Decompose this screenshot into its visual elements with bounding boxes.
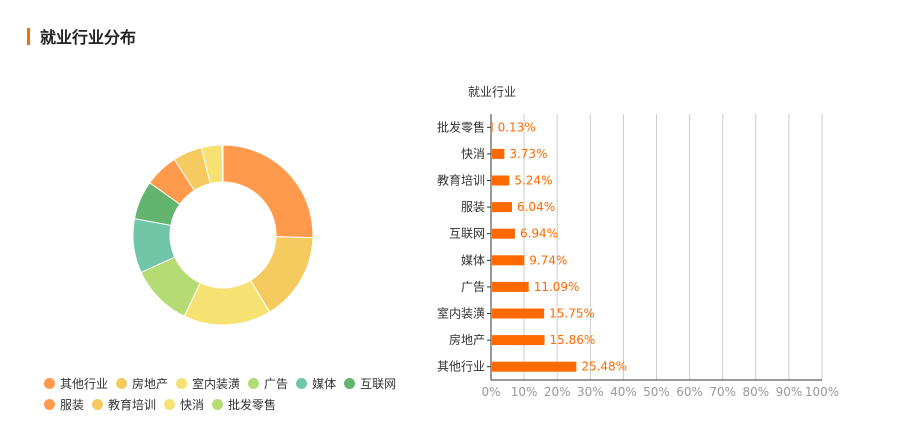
bar-3[interactable] (492, 175, 510, 186)
section-title: 就业行业分布 (40, 28, 137, 47)
category-label: 其他行业 (437, 360, 485, 374)
bar-1[interactable] (492, 122, 493, 133)
category-label: 快消 (461, 147, 485, 161)
x-tick-label: 70% (709, 385, 736, 399)
legend-swatch (248, 378, 260, 389)
legend-swatch (92, 399, 104, 410)
legend-swatch (116, 378, 128, 389)
x-tick-label: 10% (511, 385, 538, 399)
legend-swatch (176, 378, 188, 389)
bar-9[interactable] (492, 335, 545, 346)
legend-item[interactable]: 批发零售 (212, 396, 276, 413)
legend-swatch (164, 399, 176, 410)
legend-item[interactable]: 服装 (44, 396, 84, 413)
legend-swatch (212, 399, 224, 410)
x-tick-label: 30% (577, 385, 604, 399)
accent-bar (27, 27, 30, 45)
donut-slice-1[interactable] (222, 144, 314, 239)
legend-label: 快消 (180, 398, 205, 412)
category-label: 互联网 (449, 227, 485, 241)
value-label: 9.74% (529, 253, 567, 267)
bar-7[interactable] (492, 281, 529, 292)
bar-8[interactable] (492, 308, 545, 319)
legend-item[interactable]: 教育培训 (92, 396, 156, 413)
donut-slice-10[interactable] (221, 144, 224, 183)
bar-4[interactable] (492, 202, 512, 213)
value-label: 6.04% (517, 200, 555, 214)
x-tick-label: 60% (676, 385, 703, 399)
value-label: 3.73% (509, 147, 547, 161)
legend-swatch (296, 378, 308, 389)
donut-chart (132, 144, 314, 326)
legend-label: 室内装潢 (192, 377, 241, 391)
x-tick-label: 50% (643, 385, 670, 399)
bar-10[interactable] (492, 361, 577, 372)
value-label: 25.48% (581, 360, 627, 374)
legend-swatch (44, 378, 55, 389)
x-tick-label: 20% (544, 385, 571, 399)
category-label: 媒体 (461, 253, 485, 267)
category-label: 教育培训 (437, 173, 485, 188)
legend-row: 服装 教育培训 快消 批发零售 (44, 394, 404, 415)
x-tick-label: 0% (481, 385, 500, 399)
legend-label: 媒体 (312, 377, 337, 391)
x-tick-label: 90% (776, 385, 803, 399)
category-label: 室内装潢 (437, 306, 485, 321)
legend-label: 教育培训 (108, 398, 157, 412)
bar-5[interactable] (492, 228, 515, 239)
legend-label: 其他行业 (60, 377, 109, 391)
value-label: 6.94% (520, 227, 558, 241)
category-label: 房地产 (449, 332, 485, 347)
legend-item[interactable]: 广告 (248, 375, 288, 392)
bar-2[interactable] (492, 148, 505, 159)
value-label: 15.86% (549, 333, 595, 347)
legend-swatch (344, 378, 356, 389)
legend-label: 批发零售 (228, 398, 277, 412)
legend-label: 广告 (264, 377, 289, 391)
bar-6[interactable] (492, 255, 525, 266)
category-label: 服装 (461, 200, 485, 214)
value-label: 0.13% (498, 120, 536, 134)
legend-swatch (44, 399, 55, 410)
legend-item[interactable]: 房地产 (116, 375, 168, 392)
legend-item[interactable]: 其他行业 (44, 375, 108, 392)
category-label: 广告 (461, 280, 485, 294)
x-tick-label: 80% (742, 385, 769, 399)
legend-item[interactable]: 室内装潢 (176, 375, 240, 392)
legend-label: 房地产 (132, 377, 169, 391)
legend-label: 服装 (60, 398, 85, 412)
legend-label: 互联网 (360, 377, 397, 391)
legend-row: 其他行业 房地产 室内装潢 广告 媒体 互联网 (44, 373, 404, 394)
category-label: 批发零售 (437, 119, 485, 134)
value-label: 5.24% (514, 174, 552, 188)
donut-legend: 其他行业 房地产 室内装潢 广告 媒体 互联网服装 教育培训 快消 批发零售 (44, 373, 404, 415)
legend-item[interactable]: 互联网 (344, 375, 396, 392)
legend-item[interactable]: 快消 (164, 396, 204, 413)
value-label: 11.09% (534, 280, 580, 294)
value-label: 15.75% (549, 307, 595, 321)
section-header: 就业行业分布 (27, 26, 137, 47)
x-tick-label: 40% (610, 385, 637, 399)
x-tick-label: 100% (805, 385, 839, 399)
bar-chart: 就业行业 0% 10% 20% 30% 40% 50% 60% 70% 80% 90% 100% 批发零… (437, 85, 839, 399)
legend-item[interactable]: 媒体 (296, 375, 336, 392)
y-axis-title: 就业行业 (468, 85, 516, 99)
